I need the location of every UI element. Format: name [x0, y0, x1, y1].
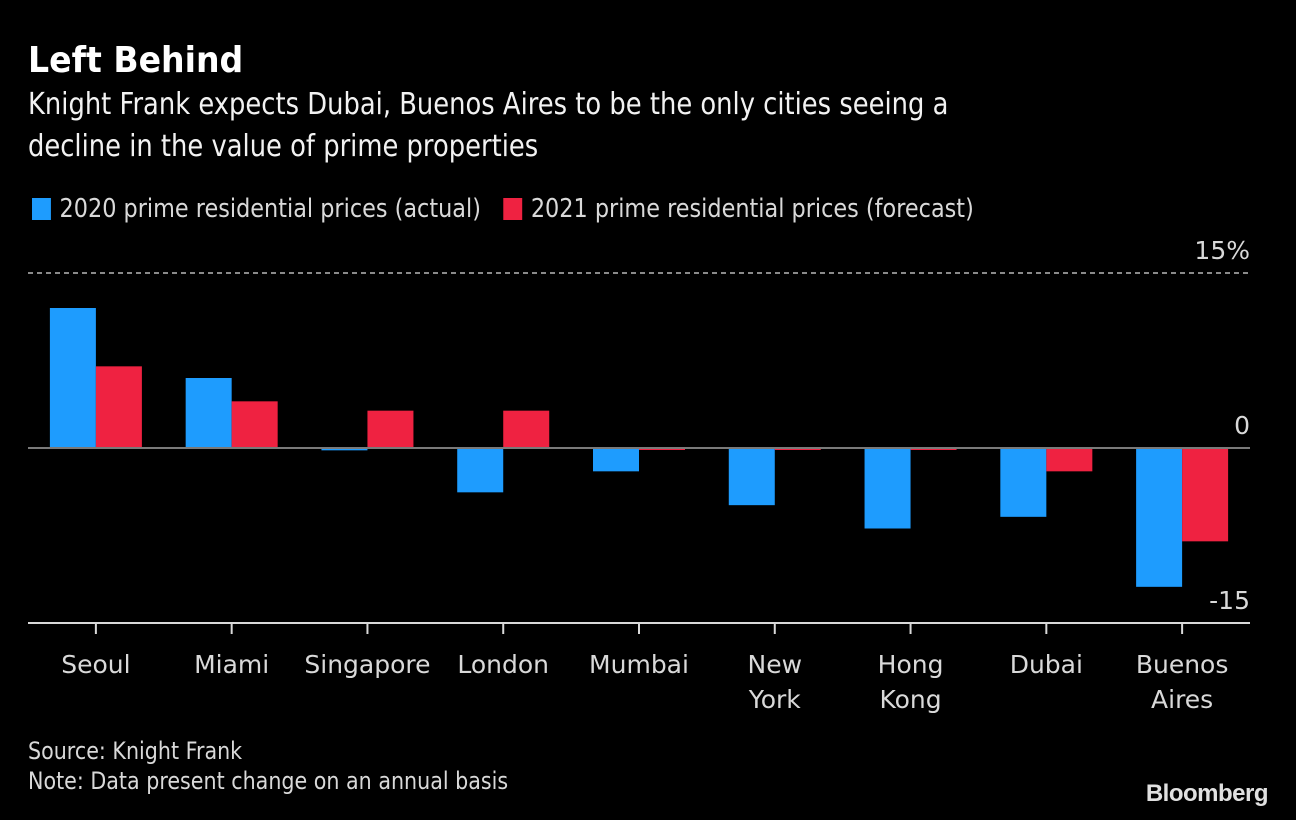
x-tick-label: Singapore — [304, 650, 430, 679]
bar-2021-london — [503, 410, 550, 448]
axes — [28, 447, 1250, 634]
x-tick-label: Buenos Aires — [1136, 650, 1229, 714]
subtitle-line-1: Knight Frank expects Dubai, Buenos Aires… — [28, 87, 949, 122]
x-tick-label: Mumbai — [589, 650, 689, 679]
bar-2020-miami — [185, 378, 232, 448]
bar-2020-singapore — [321, 448, 368, 451]
y-tick-label: 15% — [1194, 236, 1250, 265]
bar-2020-new-york — [728, 448, 775, 506]
legend-label-2020: 2020 prime residential prices (actual) — [59, 194, 481, 224]
legend-swatch-2020 — [32, 198, 51, 220]
legend: 2020 prime residential prices (actual) 2… — [32, 194, 996, 224]
subtitle-line-2: decline in the value of prime properties — [28, 129, 539, 164]
bar-2020-seoul — [49, 308, 96, 448]
legend-item-2021: 2021 prime residential prices (forecast) — [503, 194, 974, 224]
x-tick-label: Seoul — [61, 650, 130, 679]
x-tick-labels: Seoul Miami Singapore London Mumbai New York Ho… — [61, 650, 1228, 714]
legend-label-2021: 2021 prime residential prices (forecast) — [530, 194, 974, 224]
bar-2021-dubai — [1046, 448, 1093, 472]
bar-2021-buenos-aires — [1182, 448, 1229, 542]
bars — [49, 308, 1229, 587]
bar-2021-seoul — [95, 366, 142, 448]
bar-2021-singapore — [367, 410, 414, 448]
bar-2020-mumbai — [593, 448, 639, 472]
y-tick-label: 0 — [1234, 411, 1250, 440]
legend-swatch-2021 — [503, 198, 523, 220]
x-tick-label: Hong Kong — [878, 650, 944, 714]
x-tick-label: Miami — [194, 650, 269, 679]
footer: Source: Knight Frank Note: Data present … — [28, 736, 508, 796]
bloomberg-logo: Bloomberg — [1145, 780, 1269, 807]
y-tick-labels: 15% 0 -15 — [1194, 236, 1250, 615]
chart-subtitle: Knight Frank expects Dubai, Buenos Aires… — [28, 84, 1146, 168]
x-tick-label: Dubai — [1010, 650, 1083, 679]
bar-2020-hong-kong — [864, 448, 911, 529]
bar-2020-buenos-aires — [1136, 448, 1183, 587]
bar-2020-london — [457, 448, 504, 493]
chart-title: Left Behind — [28, 40, 244, 81]
x-tick-label: London — [457, 650, 549, 679]
x-tick-label: New York — [748, 650, 803, 714]
bar-2021-miami — [231, 401, 278, 448]
source-text: Source: Knight Frank — [28, 737, 243, 765]
note-text: Note: Data present change on an annual b… — [28, 767, 509, 795]
bar-2020-dubai — [1000, 448, 1047, 517]
y-tick-label: -15 — [1209, 586, 1250, 615]
legend-item-2020: 2020 prime residential prices (actual) — [32, 194, 481, 224]
